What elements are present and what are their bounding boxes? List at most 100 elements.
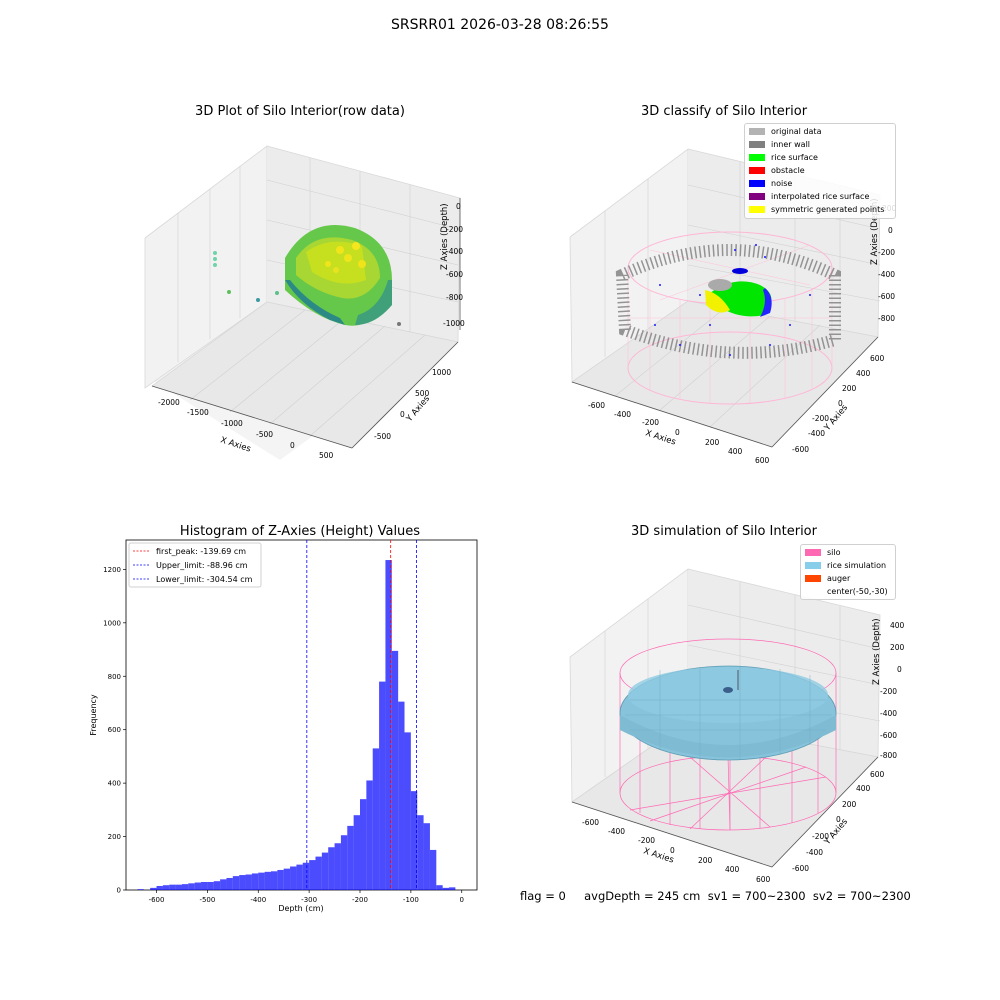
classify-ztick: -600 bbox=[878, 292, 895, 301]
classify-ytick: -600 bbox=[792, 445, 809, 454]
raw-xtick: -2000 bbox=[158, 398, 180, 407]
histogram-bar bbox=[442, 887, 450, 890]
raw-xtick: -500 bbox=[256, 430, 273, 439]
histogram-bar bbox=[315, 856, 322, 890]
classify-legend-swatch bbox=[749, 154, 765, 161]
classify-legend-item: obstacle bbox=[749, 164, 895, 177]
histogram-bar bbox=[188, 883, 195, 890]
sim-ytick: -200 bbox=[812, 832, 829, 841]
classify-legend-swatch bbox=[749, 193, 765, 200]
classify-legend-label: interpolated rice surface bbox=[771, 192, 870, 201]
sim-xtick: 400 bbox=[725, 865, 740, 874]
classify-tick-labels: -600 -400 -200 0 200 400 600 -600 -400 -… bbox=[588, 204, 897, 465]
classify-legend: original data inner wall rice surface obsta… bbox=[744, 123, 896, 219]
histogram-bar bbox=[264, 871, 271, 890]
simulation-legend-item: auger bbox=[805, 572, 895, 585]
simulation-legend-swatch bbox=[805, 549, 821, 556]
histogram-bar bbox=[398, 701, 405, 890]
histogram-bar bbox=[201, 881, 208, 890]
simulation-legend: silo rice simulation auger center(-50,-30) bbox=[800, 544, 896, 600]
classify-legend-swatch bbox=[749, 128, 765, 135]
histogram-bar bbox=[251, 873, 259, 890]
histogram-bar bbox=[404, 732, 411, 890]
simulation-silo-and-rice bbox=[619, 638, 837, 831]
histogram-bar bbox=[283, 868, 291, 890]
histogram-bar bbox=[156, 885, 163, 890]
legend-lower-limit: Lower_limit: -304.54 cm bbox=[156, 575, 253, 584]
histogram-ylabel: Frequency bbox=[89, 694, 98, 736]
histogram-yticks: 0 200 400 600 800 1000 1200 bbox=[103, 566, 126, 895]
classify-legend-item: symmetric generated points bbox=[749, 203, 895, 216]
histogram-bars bbox=[137, 560, 456, 890]
classify-legend-item: interpolated rice surface bbox=[749, 190, 895, 203]
histogram-bar bbox=[353, 815, 360, 890]
histogram-bar bbox=[169, 884, 176, 890]
histogram-bar bbox=[213, 881, 221, 890]
status-footer: flag = 0 avgDepth = 245 cm sv1 = 700~230… bbox=[520, 889, 911, 903]
classify-ztick: -200 bbox=[878, 248, 895, 257]
histogram-bar bbox=[449, 887, 456, 890]
histogram-xlabel: Depth (cm) bbox=[278, 904, 323, 913]
sim-xtick: -400 bbox=[608, 827, 625, 836]
classify-zlabel: Z Axies (Depth) bbox=[870, 198, 880, 265]
histogram-xtick-label: -500 bbox=[199, 896, 215, 904]
raw-ztick: -400 bbox=[446, 247, 463, 256]
simulation-zlabel: Z Axies (Depth) bbox=[872, 618, 882, 685]
classify-xlabel: X Axies bbox=[644, 428, 677, 447]
raw-ztick: 0 bbox=[456, 202, 461, 211]
classify-legend-label: rice surface bbox=[771, 153, 818, 162]
histogram-bar bbox=[150, 887, 157, 890]
classify-ztick: 0 bbox=[888, 226, 893, 235]
histogram-bar bbox=[207, 881, 214, 890]
histogram-bar bbox=[379, 681, 386, 890]
classify-ytick: 200 bbox=[842, 384, 857, 393]
classify-legend-swatch bbox=[749, 206, 765, 213]
sim-xtick: 200 bbox=[698, 856, 713, 865]
histogram-xticks: -600 -500 -400 -300 -200 -100 0 bbox=[149, 890, 464, 904]
histogram-bar bbox=[277, 869, 284, 890]
sim-xtick: -200 bbox=[638, 836, 655, 845]
histogram-title: Histogram of Z-Axies (Height) Values bbox=[179, 524, 421, 539]
sim-ztick: 200 bbox=[890, 643, 905, 652]
sim-ztick: 0 bbox=[897, 665, 902, 674]
histogram-bar bbox=[220, 879, 227, 890]
sim-xtick: 600 bbox=[756, 875, 771, 884]
histogram-bar bbox=[258, 872, 265, 890]
raw-ytick: 0 bbox=[400, 410, 405, 419]
histogram-xtick-label: -600 bbox=[149, 896, 165, 904]
raw-ytick: -500 bbox=[374, 432, 391, 441]
raw-ztick: -1000 bbox=[443, 319, 465, 328]
raw-xtick: 0 bbox=[290, 441, 295, 450]
histogram-chart: -600 -500 -400 -300 -200 -100 0 0 200 400 600 800 1… bbox=[89, 539, 478, 913]
sim-xtick: 0 bbox=[670, 846, 675, 855]
raw-ytick: 1000 bbox=[432, 368, 451, 377]
raw-zlabel: Z Axies (Depth) bbox=[440, 203, 450, 270]
classify-ytick: -400 bbox=[808, 429, 825, 438]
classify-legend-label: obstacle bbox=[771, 166, 805, 175]
classify-plot-title: 3D classify of Silo Interior bbox=[640, 104, 808, 119]
simulation-tick-labels: -600 -400 -200 0 200 400 600 -600 -400 -… bbox=[582, 621, 905, 884]
raw-ztick: -600 bbox=[446, 270, 463, 279]
simulation-legend-label: auger bbox=[827, 574, 851, 583]
histogram-ytick-label: 400 bbox=[108, 780, 121, 788]
histogram-bar bbox=[245, 874, 252, 890]
classify-ytick: -200 bbox=[812, 414, 829, 423]
classify-xtick: 600 bbox=[755, 456, 770, 465]
histogram-bar bbox=[417, 815, 424, 890]
raw-point-cloud bbox=[213, 224, 401, 326]
classify-xtick: 400 bbox=[728, 447, 743, 456]
histogram-bar bbox=[226, 877, 233, 890]
classify-point-cloud bbox=[615, 231, 841, 405]
sim-ytick: 400 bbox=[856, 784, 871, 793]
simulation-legend-item: rice simulation bbox=[805, 559, 895, 572]
histogram-xtick-label: -200 bbox=[352, 896, 368, 904]
histogram-xtick-label: -400 bbox=[250, 896, 266, 904]
classify-legend-item: rice surface bbox=[749, 151, 895, 164]
sim-ytick: 600 bbox=[870, 770, 885, 779]
classify-ytick: 400 bbox=[856, 369, 871, 378]
classify-legend-item: noise bbox=[749, 177, 895, 190]
raw-xtick: -1000 bbox=[221, 419, 243, 428]
histogram-xtick-label: 0 bbox=[460, 896, 464, 904]
histogram-xtick-label: -100 bbox=[403, 896, 419, 904]
histogram-xtick-label: -300 bbox=[301, 896, 317, 904]
